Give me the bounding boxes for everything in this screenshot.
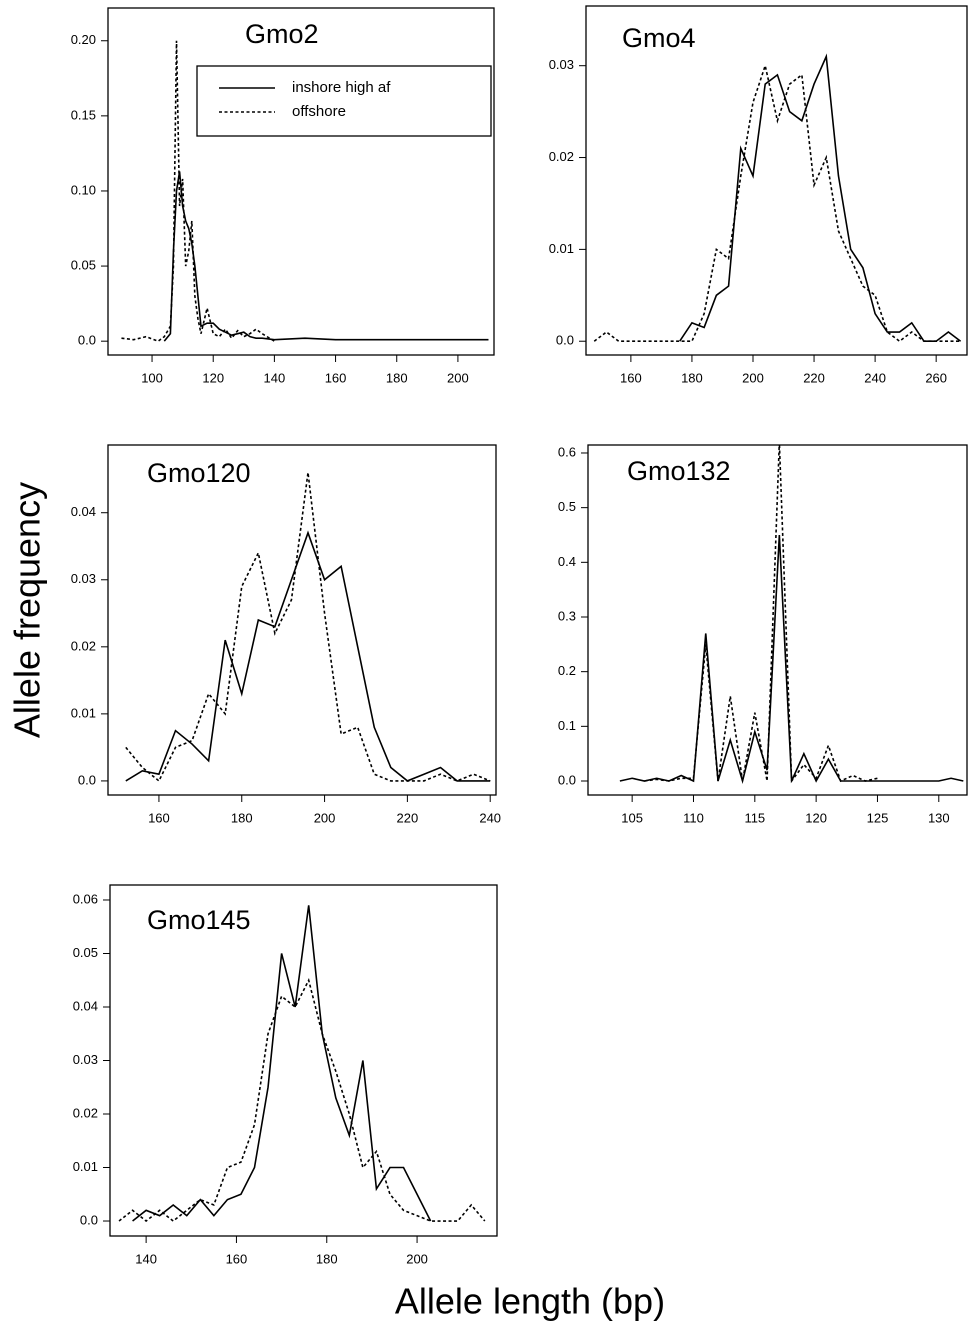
y-tick-label: 0.03	[71, 571, 96, 586]
panel-title: Gmo145	[147, 905, 251, 935]
x-tick-label: 100	[141, 370, 163, 385]
x-tick-label: 200	[314, 810, 336, 825]
x-tick-label: 200	[447, 370, 469, 385]
x-tick-label: 115	[744, 810, 765, 825]
y-tick-label: 0.6	[558, 444, 576, 459]
y-tick-label: 0.2	[558, 663, 576, 678]
x-tick-label: 180	[681, 370, 703, 385]
series-line	[679, 53, 962, 343]
series-line	[644, 445, 878, 784]
y-tick-label: 0.3	[558, 608, 576, 623]
y-tick-label: 0.02	[73, 1105, 98, 1120]
x-tick-label: 200	[406, 1251, 428, 1266]
x-tick-label: 105	[621, 810, 643, 825]
series-line	[125, 530, 491, 782]
series-line	[163, 171, 489, 342]
y-tick-label: 0.01	[73, 1159, 98, 1174]
panel-title: Gmo2	[245, 19, 319, 49]
x-tick-label: 240	[479, 810, 501, 825]
panel-title: Gmo120	[147, 458, 251, 488]
panel-title: Gmo4	[622, 23, 696, 53]
legend-frame	[196, 65, 492, 137]
y-tick-label: 0.20	[71, 32, 96, 47]
y-tick-label: 0.04	[71, 504, 96, 519]
plot-frame	[585, 5, 968, 356]
y-tick-label: 0.0	[556, 333, 574, 348]
y-tick-label: 0.03	[549, 57, 574, 72]
x-tick-label: 220	[397, 810, 419, 825]
series-line	[619, 534, 964, 785]
series-line	[132, 905, 432, 1222]
x-tick-label: 220	[803, 370, 825, 385]
x-tick-label: 160	[148, 810, 170, 825]
x-tick-label: 180	[386, 370, 408, 385]
panel: 0.0 0.01 0.02 0.03 0.04 0.05 0.06 140 160 180 200 G…	[73, 884, 498, 1266]
panel-title: Gmo132	[627, 456, 731, 486]
y-tick-label: 0.06	[73, 891, 98, 906]
x-tick-label: 130	[928, 810, 950, 825]
series-line	[121, 40, 275, 343]
legend-label: inshore high af	[292, 79, 391, 96]
legend-label: offshore	[292, 103, 346, 120]
x-tick-label: 125	[867, 810, 889, 825]
panel: 0.0 0.01 0.02 0.03 0.04 160 180 200 220 240 Gmo120	[71, 444, 501, 825]
y-tick-label: 0.03	[73, 1052, 98, 1067]
y-tick-label: 0.0	[78, 772, 96, 787]
y-tick-label: 0.0	[558, 772, 576, 787]
y-tick-label: 0.01	[549, 241, 574, 256]
series-line	[593, 62, 961, 343]
x-tick-label: 260	[925, 370, 947, 385]
panel: 0.0 0.05 0.10 0.15 0.20 100 120 140 160 180 200 Gmo…	[71, 7, 495, 385]
y-tick-label: 0.02	[549, 149, 574, 164]
y-tick-label: 0.0	[78, 333, 96, 348]
y-tick-label: 0.1	[558, 718, 576, 733]
y-tick-label: 0.15	[71, 107, 96, 122]
plot-frame	[109, 884, 498, 1237]
y-tick-label: 0.10	[71, 182, 96, 197]
y-tick-label: 0.05	[71, 258, 96, 273]
plot-frame	[107, 7, 495, 356]
y-tick-label: 0.02	[71, 638, 96, 653]
x-tick-label: 120	[202, 370, 224, 385]
x-tick-label: 140	[135, 1251, 157, 1266]
y-tick-label: 0.0	[80, 1212, 98, 1227]
y-tick-label: 0.01	[71, 705, 96, 720]
x-tick-label: 120	[805, 810, 827, 825]
x-tick-label: 160	[620, 370, 642, 385]
x-tick-label: 180	[316, 1251, 338, 1266]
x-tick-label: 240	[864, 370, 886, 385]
legend: inshore high af offshore	[196, 65, 492, 137]
panel: 0.0 0.1 0.2 0.3 0.4 0.5 0.6 105 110 115 120 125 130 G…	[558, 444, 968, 825]
series-line	[125, 472, 491, 783]
y-tick-label: 0.5	[558, 499, 576, 514]
panel: 0.0 0.01 0.02 0.03 160 180 200 220 240 260 Gmo4	[549, 5, 968, 385]
y-tick-label: 0.04	[73, 998, 98, 1013]
x-tick-label: 140	[264, 370, 286, 385]
y-axis-label: Allele frequency	[7, 482, 48, 738]
y-tick-label: 0.4	[558, 554, 576, 569]
x-tick-label: 200	[742, 370, 764, 385]
x-tick-label: 180	[231, 810, 253, 825]
x-tick-label: 110	[683, 810, 704, 825]
x-tick-label: 160	[226, 1251, 248, 1266]
series-line	[118, 977, 486, 1223]
x-axis-label: Allele length (bp)	[395, 1281, 665, 1322]
plot-frame	[587, 444, 968, 796]
x-tick-label: 160	[325, 370, 347, 385]
y-tick-label: 0.05	[73, 945, 98, 960]
plot-frame	[107, 444, 497, 796]
